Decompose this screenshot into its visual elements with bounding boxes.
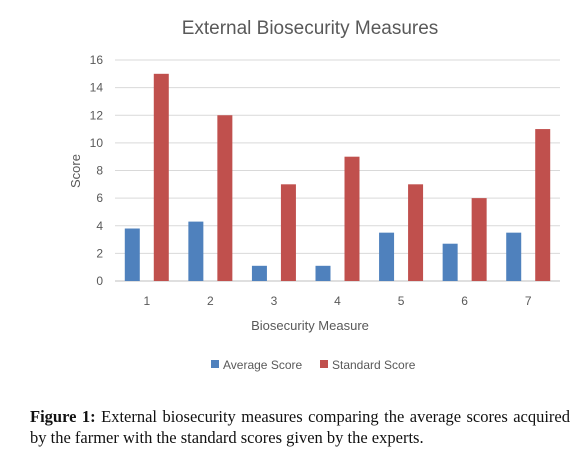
- x-tick-label: 7: [525, 294, 532, 308]
- legend-swatch: [320, 360, 328, 368]
- y-axis-label: Score: [68, 154, 83, 188]
- x-tick-label: 1: [143, 294, 150, 308]
- bar-average-4: [315, 265, 331, 281]
- bar-average-5: [379, 232, 395, 281]
- bar-standard-7: [535, 129, 551, 281]
- bar-standard-1: [153, 73, 169, 281]
- caption-label: Figure 1:: [30, 407, 96, 426]
- x-tick-label: 6: [461, 294, 468, 308]
- x-tick-label: 4: [334, 294, 341, 308]
- x-tick-label: 2: [207, 294, 214, 308]
- x-tick-label: 3: [271, 294, 278, 308]
- x-axis-label: Biosecurity Measure: [251, 318, 369, 333]
- bar-chart: External Biosecurity Measures 0246810121…: [68, 18, 560, 372]
- chart-title: External Biosecurity Measures: [182, 18, 439, 39]
- bar-standard-2: [217, 115, 233, 281]
- y-tick-label: 14: [90, 81, 104, 95]
- y-tick-label: 4: [96, 219, 103, 233]
- bars: [124, 73, 551, 281]
- y-tick-label: 8: [96, 164, 103, 178]
- figure-caption: Figure 1: External biosecurity measures …: [30, 406, 570, 448]
- y-axis-ticks: 0 2 4 6 8 10 12 14 16: [90, 53, 104, 288]
- y-tick-label: 12: [90, 108, 104, 122]
- gridlines: [115, 59, 560, 282]
- bar-standard-4: [344, 156, 360, 281]
- legend-label: Average Score: [223, 358, 302, 372]
- y-tick-label: 0: [96, 274, 103, 288]
- bar-average-2: [188, 221, 204, 281]
- bar-standard-3: [280, 184, 296, 281]
- bar-standard-5: [408, 184, 424, 281]
- bar-average-3: [251, 265, 267, 281]
- bar-standard-6: [471, 198, 487, 281]
- y-tick-label: 10: [90, 136, 104, 150]
- bar-average-6: [442, 243, 458, 281]
- x-axis-ticks: 1 2 3 4 5 6 7: [143, 294, 531, 308]
- y-tick-label: 16: [90, 53, 104, 67]
- bar-average-1: [124, 228, 140, 281]
- legend-label: Standard Score: [332, 358, 416, 372]
- caption-text: External biosecurity measures comparing …: [30, 407, 571, 447]
- y-tick-label: 6: [96, 191, 103, 205]
- x-tick-label: 5: [398, 294, 405, 308]
- legend-swatch: [211, 360, 219, 368]
- y-tick-label: 2: [96, 246, 103, 260]
- legend: Average Score Standard Score: [211, 358, 416, 372]
- bar-average-7: [506, 232, 522, 281]
